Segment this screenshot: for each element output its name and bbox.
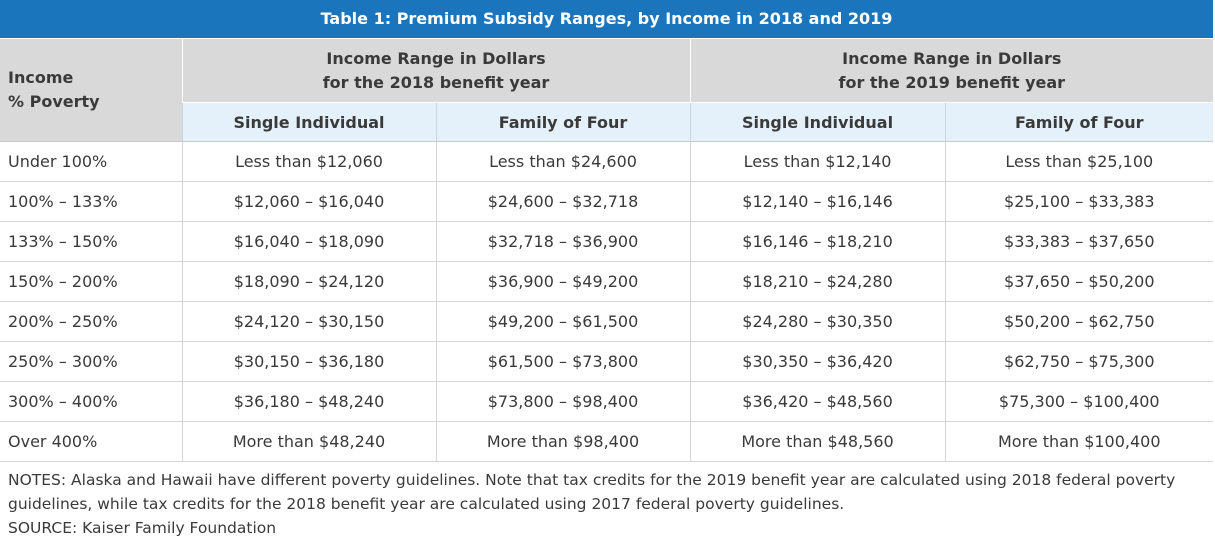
- table-row: 200% – 250% $24,120 – $30,150 $49,200 – $6…: [0, 301, 1214, 342]
- notes-section: NOTES: Alaska and Hawaii have different …: [0, 462, 1213, 540]
- single-2018-cell: $30,150 – $36,180: [181, 341, 436, 382]
- subsidy-table: Income % Poverty Income Range in Dollars…: [0, 39, 1214, 462]
- income-header-line2: % Poverty: [8, 92, 100, 111]
- income-poverty-cell: 250% – 300%: [0, 341, 182, 382]
- col-header-family-2019: Family of Four: [944, 102, 1214, 142]
- single-2019-cell: $36,420 – $48,560: [689, 381, 946, 422]
- family-2018-cell: Less than $24,600: [435, 141, 691, 182]
- family-2018-cell: More than $98,400: [435, 421, 691, 462]
- table-row: 300% – 400% $36,180 – $48,240 $73,800 – $9…: [0, 381, 1214, 422]
- single-2019-cell: Less than $12,140: [689, 141, 946, 182]
- income-range-2019-header: Income Range in Dollars for the 2019 ben…: [689, 39, 1214, 103]
- income-poverty-cell: 200% – 250%: [0, 301, 182, 342]
- income-header-line1: Income: [8, 68, 74, 87]
- family-2018-cell: $36,900 – $49,200: [435, 261, 691, 302]
- table-row: Over 400% More than $48,240 More than $98,…: [0, 421, 1214, 462]
- table-title: Table 1: Premium Subsidy Ranges, by Inco…: [0, 0, 1213, 39]
- family-2018-cell: $24,600 – $32,718: [435, 181, 691, 222]
- source-text: SOURCE: Kaiser Family Foundation: [8, 519, 277, 537]
- income-poverty-cell: 100% – 133%: [0, 181, 182, 222]
- single-2018-cell: $18,090 – $24,120: [181, 261, 436, 302]
- family-2019-cell: $62,750 – $75,300: [944, 341, 1214, 382]
- single-2018-cell: $24,120 – $30,150: [181, 301, 436, 342]
- single-2019-cell: $18,210 – $24,280: [689, 261, 946, 302]
- income-range-2018-header: Income Range in Dollars for the 2018 ben…: [181, 39, 691, 103]
- family-2019-cell: $25,100 – $33,383: [944, 181, 1214, 222]
- single-2018-cell: $16,040 – $18,090: [181, 221, 436, 262]
- table-row: 100% – 133% $12,060 – $16,040 $24,600 – $3…: [0, 181, 1214, 222]
- col-header-family-2018: Family of Four: [435, 102, 691, 142]
- family-2019-cell: $37,650 – $50,200: [944, 261, 1214, 302]
- group-2019-line2: for the 2019 benefit year: [838, 72, 1066, 92]
- single-2019-cell: $16,146 – $18,210: [689, 221, 946, 262]
- income-poverty-cell: 300% – 400%: [0, 381, 182, 422]
- income-poverty-cell: Under 100%: [0, 141, 182, 182]
- notes-text: NOTES: Alaska and Hawaii have different …: [8, 471, 1176, 513]
- income-poverty-header: Income % Poverty: [0, 39, 182, 142]
- single-2018-cell: More than $48,240: [181, 421, 436, 462]
- single-2019-cell: More than $48,560: [689, 421, 946, 462]
- table-row: 250% – 300% $30,150 – $36,180 $61,500 – $7…: [0, 341, 1214, 382]
- single-2019-cell: $30,350 – $36,420: [689, 341, 946, 382]
- income-poverty-cell: 150% – 200%: [0, 261, 182, 302]
- single-2018-cell: $12,060 – $16,040: [181, 181, 436, 222]
- family-2019-cell: $33,383 – $37,650: [944, 221, 1214, 262]
- table-row: Under 100% Less than $12,060 Less than $24…: [0, 141, 1214, 182]
- table-row: 133% – 150% $16,040 – $18,090 $32,718 – $3…: [0, 221, 1214, 262]
- group-2019-line1: Income Range in Dollars: [842, 48, 1062, 68]
- single-2018-cell: Less than $12,060: [181, 141, 436, 182]
- family-2019-cell: More than $100,400: [944, 421, 1214, 462]
- table-body: Under 100% Less than $12,060 Less than $24…: [0, 141, 1214, 462]
- family-2018-cell: $32,718 – $36,900: [435, 221, 691, 262]
- family-2019-cell: $75,300 – $100,400: [944, 381, 1214, 422]
- family-2018-cell: $49,200 – $61,500: [435, 301, 691, 342]
- income-poverty-cell: 133% – 150%: [0, 221, 182, 262]
- income-poverty-cell: Over 400%: [0, 421, 182, 462]
- family-2018-cell: $73,800 – $98,400: [435, 381, 691, 422]
- family-2019-cell: Less than $25,100: [944, 141, 1214, 182]
- col-header-single-2018: Single Individual: [181, 102, 436, 142]
- family-2019-cell: $50,200 – $62,750: [944, 301, 1214, 342]
- single-2018-cell: $36,180 – $48,240: [181, 381, 436, 422]
- col-header-single-2019: Single Individual: [689, 102, 946, 142]
- single-2019-cell: $24,280 – $30,350: [689, 301, 946, 342]
- single-2019-cell: $12,140 – $16,146: [689, 181, 946, 222]
- table-row: 150% – 200% $18,090 – $24,120 $36,900 – $4…: [0, 261, 1214, 302]
- group-2018-line1: Income Range in Dollars: [326, 48, 546, 68]
- group-2018-line2: for the 2018 benefit year: [322, 72, 550, 92]
- family-2018-cell: $61,500 – $73,800: [435, 341, 691, 382]
